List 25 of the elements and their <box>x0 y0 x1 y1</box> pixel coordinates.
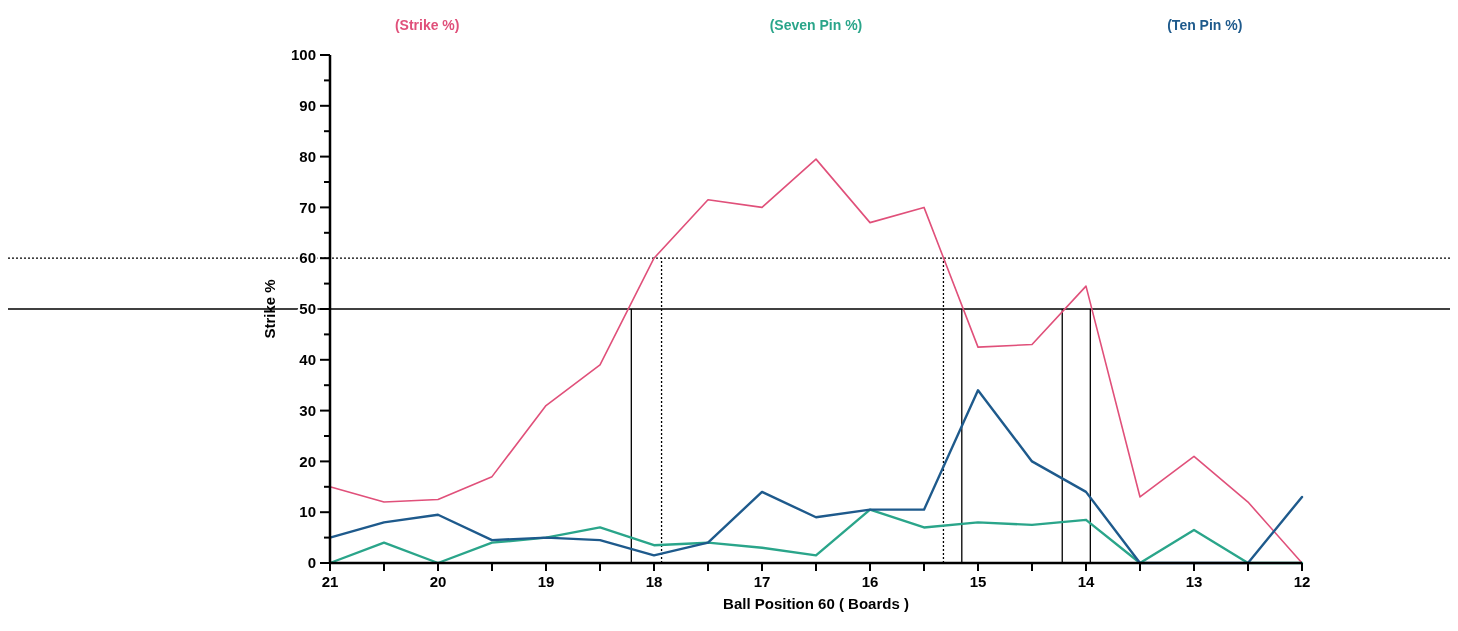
x-tick-label: 15 <box>969 573 987 590</box>
y-tick-label: 80 <box>299 147 316 165</box>
y-tick-label: 30 <box>299 401 316 419</box>
y-tick-label: 0 <box>307 554 316 572</box>
x-tick-label: 17 <box>753 573 771 590</box>
x-axis-title: Ball Position 60 ( Boards ) <box>723 595 909 612</box>
y-axis-title: Strike % <box>261 279 278 339</box>
y-tick-label: 40 <box>299 351 316 369</box>
x-tick-label: 21 <box>321 573 339 590</box>
y-tick-label: 100 <box>290 46 316 64</box>
x-tick-label: 13 <box>1185 573 1203 590</box>
text: (Ten Pin %) <box>1167 17 1243 33</box>
y-tick-label: 10 <box>299 503 316 521</box>
text: (Strike %) <box>394 17 460 33</box>
x-tick-label: 16 <box>861 573 879 590</box>
x-tick-label: 12 <box>1293 573 1311 590</box>
x-tick-label: 20 <box>429 573 447 590</box>
y-tick-label: 60 <box>299 249 316 267</box>
x-tick-label: 19 <box>537 573 555 590</box>
x-tick-label: 14 <box>1077 573 1095 590</box>
text: (Seven Pin %) <box>769 17 863 33</box>
y-tick-label: 70 <box>299 198 316 216</box>
y-tick-label: 20 <box>299 452 316 470</box>
x-tick-label: 18 <box>645 573 663 590</box>
y-tick-label: 90 <box>299 97 316 115</box>
